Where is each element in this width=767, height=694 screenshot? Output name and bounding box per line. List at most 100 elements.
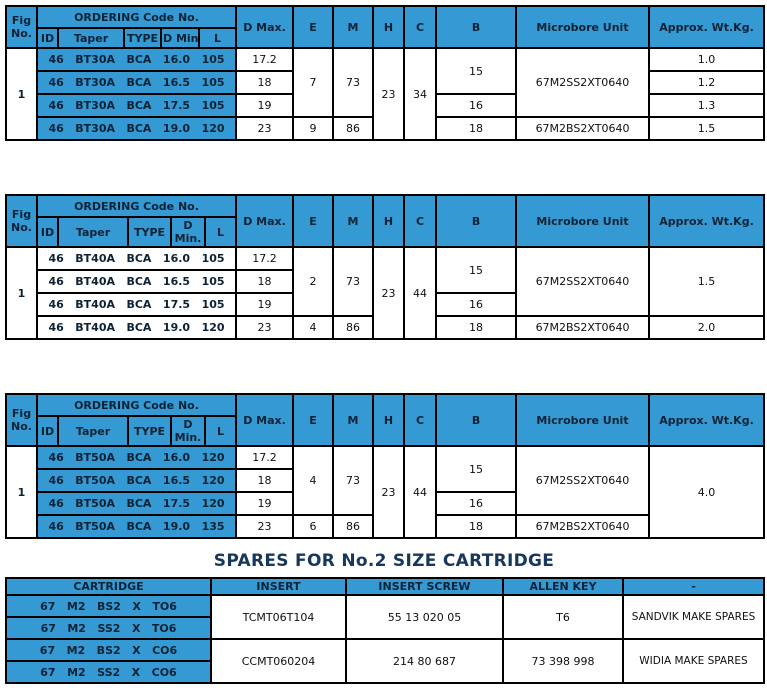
m-header: M <box>332 194 375 248</box>
h-header: H <box>372 194 406 248</box>
b-value: 18 <box>435 315 518 340</box>
approx-wt-header: Approx. Wt.Kg. <box>648 194 766 248</box>
d-min-header: D Min. <box>170 415 206 447</box>
microbore-value: 67M2SS2XT0640 <box>515 47 651 118</box>
h-value: 23 <box>372 47 406 141</box>
fig-no-value: 1 <box>5 445 38 539</box>
d-max-header: D Max. <box>235 194 295 248</box>
bt40a-spec-table: Fig No. ORDERING Code No. D Max. E M H C… <box>5 194 766 340</box>
c-value: 34 <box>403 47 438 141</box>
make-value: WIDIA MAKE SPARES <box>622 638 765 684</box>
ordering-code-header: ORDERING Code No. <box>35 194 238 218</box>
microbore-value: 67M2SS2XT0640 <box>515 246 651 317</box>
b-value: 15 <box>435 47 518 95</box>
d-max-header: D Max. <box>235 393 295 447</box>
allen-key-header: ALLEN KEY <box>502 577 624 596</box>
d-max-value: 18 <box>235 468 295 493</box>
microbore-value: 67M2SS2XT0640 <box>515 445 651 516</box>
bt50a-spec-table: Fig No. ORDERING Code No. D Max. E M H C… <box>5 393 766 539</box>
insert-header: INSERT <box>210 577 347 596</box>
wt-value: 1.5 <box>648 246 766 317</box>
fig-no-header: Fig No. <box>5 194 38 248</box>
fig-no-header: Fig No. <box>5 393 38 447</box>
l-header: L <box>203 216 238 248</box>
h-value: 23 <box>372 445 406 539</box>
e-value: 4 <box>292 445 335 516</box>
type-header: TYPE <box>123 27 162 49</box>
cartridge-value: 67 M2 BS2 X TO6 <box>5 594 212 618</box>
e-value: 6 <box>292 514 335 539</box>
microbore-unit-header: Microbore Unit <box>515 194 651 248</box>
e-value: 2 <box>292 246 335 317</box>
taper-header: Taper <box>57 415 129 447</box>
ordering-code-value: 46 BT30A BCA 16.5 105 <box>35 70 238 95</box>
ordering-code-value: 46 BT40A BCA 16.0 105 <box>35 246 238 271</box>
ordering-code-value: 46 BT40A BCA 16.5 105 <box>35 269 238 294</box>
approx-wt-header: Approx. Wt.Kg. <box>648 393 766 447</box>
m-header: M <box>332 393 375 447</box>
ordering-code-value: 46 BT30A BCA 17.5 105 <box>35 93 238 118</box>
e-header: E <box>292 5 335 49</box>
cartridge-value: 67 M2 SS2 X TO6 <box>5 616 212 640</box>
wt-value: 1.0 <box>648 47 766 72</box>
bt30a-spec-table: Fig No. ORDERING Code No. D Max. E M H C… <box>5 5 766 141</box>
allen-key-value: T6 <box>502 594 624 640</box>
m-value: 73 <box>332 445 375 516</box>
l-header: L <box>203 415 238 447</box>
c-value: 44 <box>403 445 438 539</box>
b-value: 18 <box>435 514 518 539</box>
d-max-header: D Max. <box>235 5 295 49</box>
type-header: TYPE <box>127 216 172 248</box>
h-header: H <box>372 393 406 447</box>
d-max-value: 19 <box>235 93 295 118</box>
h-value: 23 <box>372 246 406 340</box>
b-header: B <box>435 194 518 248</box>
e-value: 7 <box>292 47 335 118</box>
insert-screw-value: 55 13 020 05 <box>345 594 504 640</box>
e-header: E <box>292 194 335 248</box>
d-max-value: 19 <box>235 491 295 516</box>
h-header: H <box>372 5 406 49</box>
microbore-unit-header: Microbore Unit <box>515 393 651 447</box>
b-value: 16 <box>435 491 518 516</box>
b-value: 15 <box>435 246 518 294</box>
c-header: C <box>403 5 438 49</box>
wt-value: 1.3 <box>648 93 766 118</box>
b-value: 16 <box>435 93 518 118</box>
spares-table: CARTRIDGE INSERT INSERT SCREW ALLEN KEY … <box>5 577 765 684</box>
c-value: 44 <box>403 246 438 340</box>
wt-value: 2.0 <box>648 315 766 340</box>
d-max-value: 18 <box>235 70 295 95</box>
cartridge-value: 67 M2 BS2 X CO6 <box>5 638 212 662</box>
d-max-value: 17.2 <box>235 445 295 470</box>
dash-header: - <box>622 577 765 596</box>
allen-key-value: 73 398 998 <box>502 638 624 684</box>
d-max-value: 18 <box>235 269 295 294</box>
c-header: C <box>403 194 438 248</box>
m-header: M <box>332 5 375 49</box>
ordering-code-header: ORDERING Code No. <box>35 5 238 29</box>
c-header: C <box>403 393 438 447</box>
l-header: L <box>197 27 238 49</box>
m-value: 73 <box>332 246 375 317</box>
d-max-value: 19 <box>235 292 295 317</box>
ordering-code-value: 46 BT50A BCA 16.0 120 <box>35 445 238 470</box>
taper-header: Taper <box>57 216 129 248</box>
ordering-code-value: 46 BT40A BCA 19.0 120 <box>35 315 238 340</box>
ordering-code-value: 46 BT50A BCA 19.0 135 <box>35 514 238 539</box>
insert-screw-header: INSERT SCREW <box>345 577 504 596</box>
microbore-value: 67M2BS2XT0640 <box>515 514 651 539</box>
id-header: ID <box>36 415 59 447</box>
d-max-value: 17.2 <box>235 246 295 271</box>
ordering-code-header: ORDERING Code No. <box>35 393 238 417</box>
m-value: 86 <box>332 514 375 539</box>
d-min-header: D Min. <box>160 27 200 49</box>
b-header: B <box>435 5 518 49</box>
m-value: 73 <box>332 47 375 118</box>
ordering-code-value: 46 BT50A BCA 16.5 120 <box>35 468 238 493</box>
approx-wt-header: Approx. Wt.Kg. <box>648 5 766 49</box>
insert-value: TCMT06T104 <box>210 594 347 640</box>
insert-screw-value: 214 80 687 <box>345 638 504 684</box>
wt-value: 4.0 <box>648 445 766 539</box>
